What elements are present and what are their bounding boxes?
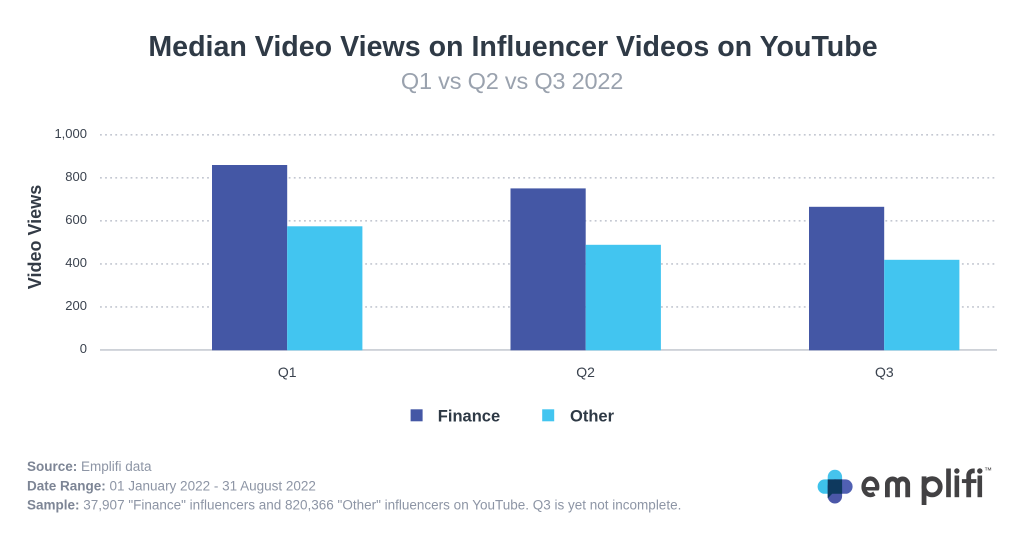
svg-text:Q1: Q1 — [278, 364, 297, 380]
svg-text:400: 400 — [65, 255, 87, 270]
svg-text:Source: Emplifi data: Source: Emplifi data — [27, 459, 152, 474]
svg-text:Q1 vs Q2 vs Q3 2022: Q1 vs Q2 vs Q3 2022 — [401, 68, 623, 94]
svg-text:Sample: 37,907 "Finance" influ: Sample: 37,907 "Finance" influencers and… — [27, 498, 681, 513]
svg-text:Date Range: 01 January 2022 -: Date Range: 01 January 2022 - 31 August … — [27, 478, 316, 493]
svg-text:Q3: Q3 — [875, 364, 894, 380]
svg-text:Other: Other — [570, 407, 615, 425]
svg-text:600: 600 — [65, 212, 87, 227]
svg-text:Q2: Q2 — [576, 364, 595, 380]
svg-text:Median Video Views on Influenc: Median Video Views on Influencer Videos … — [148, 31, 877, 63]
svg-text:Finance: Finance — [438, 407, 500, 425]
svg-text:800: 800 — [65, 169, 87, 184]
svg-text:1,000: 1,000 — [54, 126, 87, 141]
svg-text:0: 0 — [80, 341, 87, 356]
svg-text:™: ™ — [984, 466, 992, 475]
svg-text:200: 200 — [65, 298, 87, 313]
svg-text:Video Views: Video Views — [25, 185, 45, 289]
